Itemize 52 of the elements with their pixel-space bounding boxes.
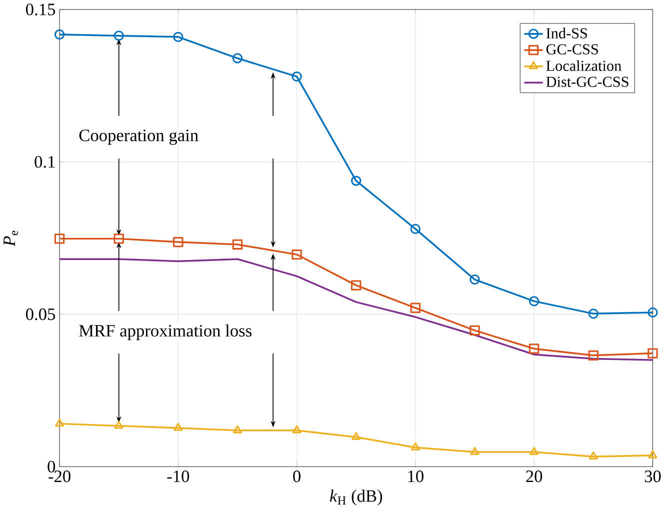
annotation: MRF approximation loss <box>79 324 252 340</box>
y-tick-label: 0.1 <box>34 156 55 168</box>
x-tick-label: 30 <box>644 470 661 482</box>
point <box>470 446 480 455</box>
y-tick-label: 0.15 <box>26 4 56 16</box>
point <box>351 176 362 186</box>
point <box>352 432 361 440</box>
point <box>173 236 184 248</box>
y-tick-label: 0 <box>48 460 56 473</box>
point <box>648 348 658 358</box>
point <box>351 280 362 290</box>
point <box>470 325 480 336</box>
line-series <box>60 258 653 361</box>
legend-label: Localization <box>546 60 622 71</box>
point <box>470 274 480 285</box>
point <box>292 249 302 260</box>
x-tick-label: 20 <box>526 470 542 482</box>
x-tick-label: -20 <box>48 470 70 482</box>
x-tick-label: 10 <box>408 470 424 482</box>
point <box>114 234 124 244</box>
point <box>232 53 243 64</box>
point <box>648 307 658 318</box>
point <box>292 425 302 434</box>
legend-label: GC-CSS <box>546 44 598 54</box>
point <box>54 29 65 40</box>
point <box>292 71 302 82</box>
point <box>528 296 540 306</box>
y-tick-label: 0.05 <box>26 308 56 320</box>
x-axis-title: k$_{H}$ (dB) <box>330 490 382 506</box>
point <box>588 308 598 319</box>
annotation: Cooperation gain <box>79 130 198 145</box>
point <box>588 452 598 460</box>
point <box>530 446 539 455</box>
point <box>173 32 184 42</box>
point <box>528 344 540 354</box>
point <box>174 422 183 431</box>
point <box>410 302 421 313</box>
y-axis-title: P$_{e}$ <box>4 230 18 246</box>
point <box>54 234 65 244</box>
point <box>114 420 124 429</box>
point <box>232 425 242 434</box>
point <box>114 30 124 41</box>
point <box>410 442 420 450</box>
x-tick-label: 0 <box>293 470 300 482</box>
point <box>648 450 658 458</box>
point <box>410 224 421 234</box>
point <box>588 350 598 361</box>
legend-label: Ind-SS <box>546 28 588 38</box>
point <box>232 239 243 250</box>
point <box>55 418 64 427</box>
x-tick-label: -10 <box>167 470 190 482</box>
legend-label: Dist-GC-CSS <box>546 76 628 87</box>
